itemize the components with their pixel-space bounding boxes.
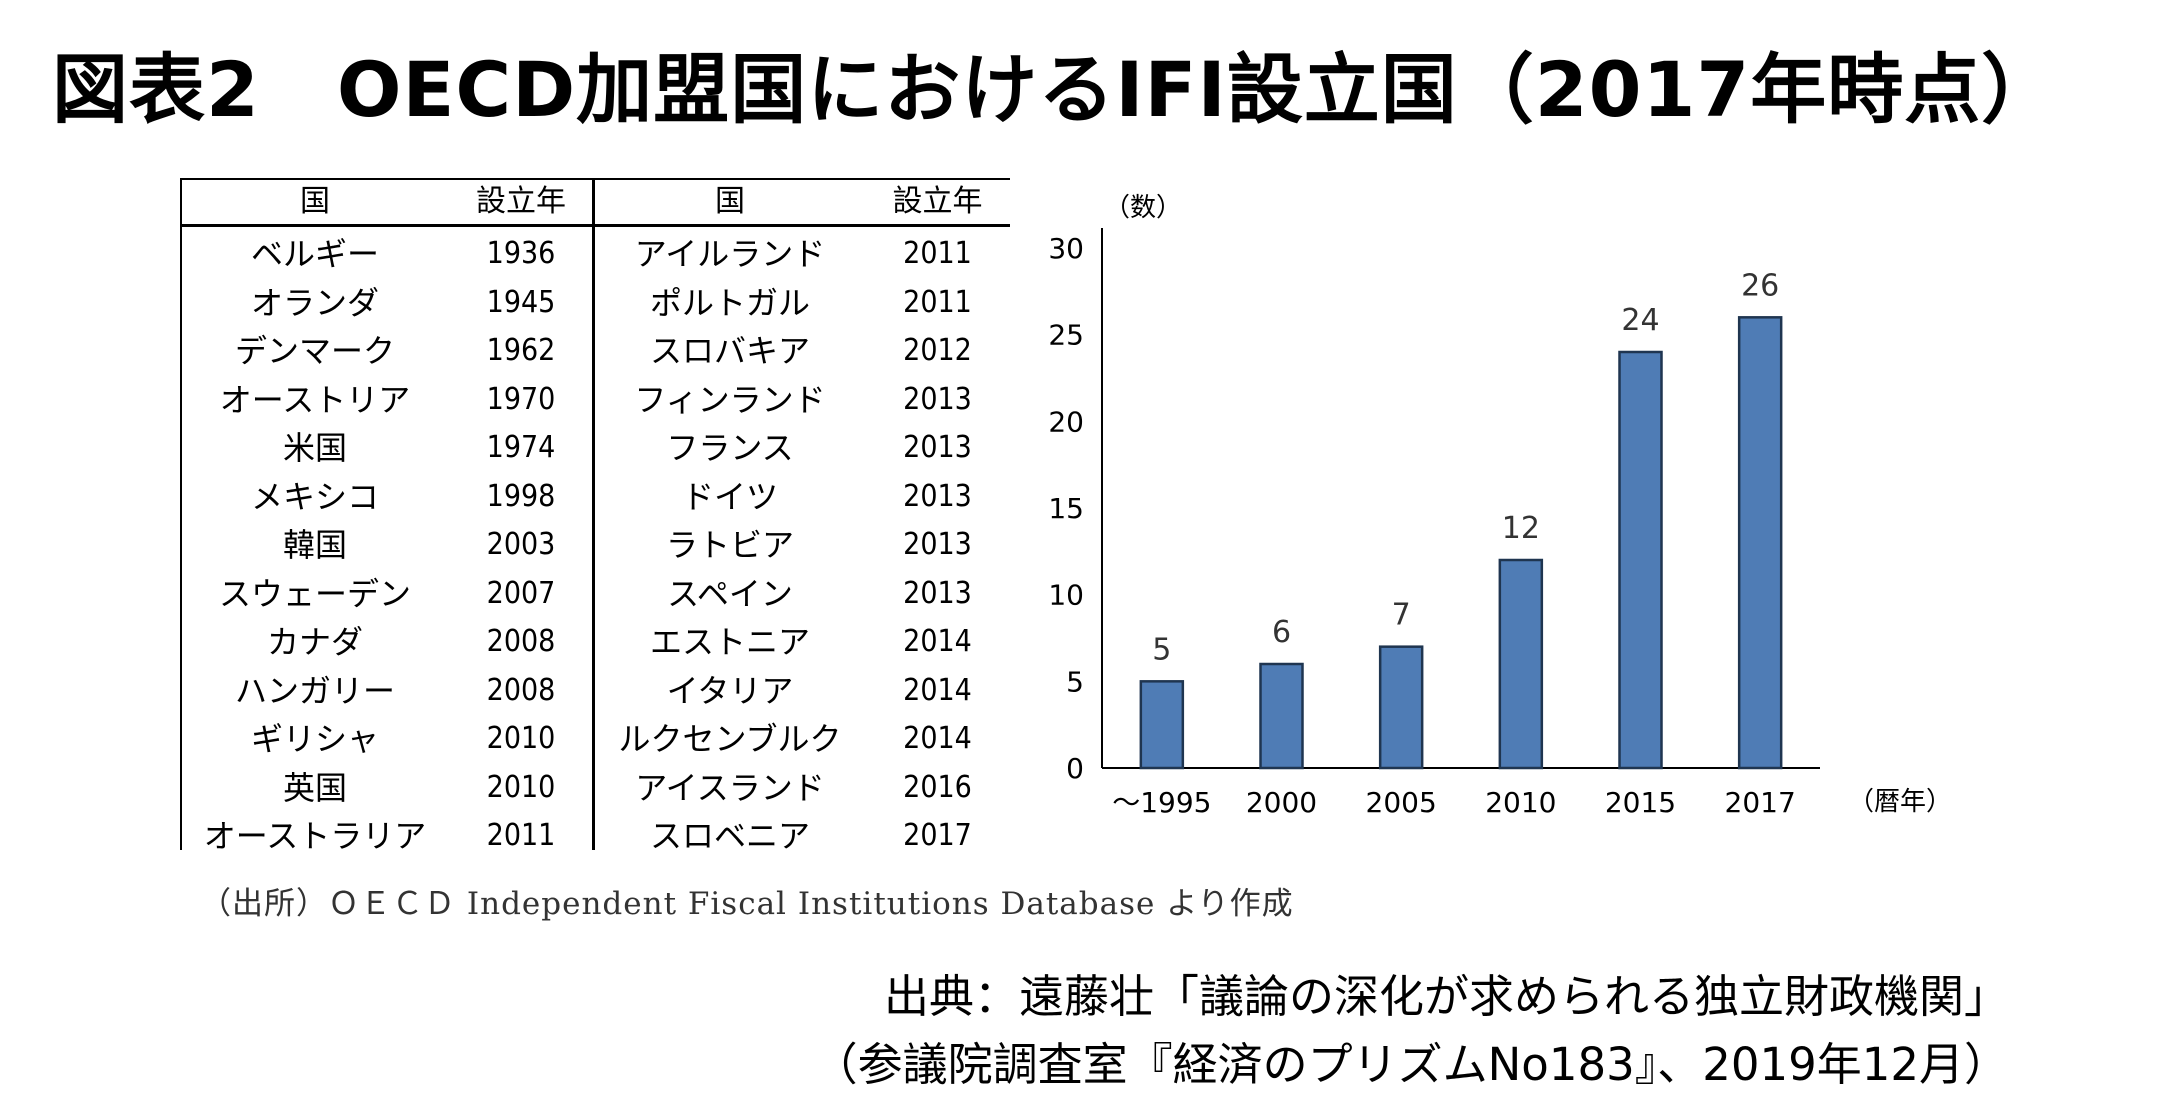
- table-cell-country: ドイツ: [681, 477, 778, 516]
- table-cell-country: フランス: [666, 429, 794, 467]
- table-cell-country: ハンガリー: [234, 671, 395, 710]
- table-cell-country: アイスランド: [635, 768, 825, 807]
- table-cell-year: 2011: [486, 818, 556, 853]
- bar-data-label: 12: [1502, 511, 1540, 546]
- table-cell-country: ポルトガル: [649, 283, 810, 322]
- table-cell-year: 1962: [486, 333, 556, 368]
- table-cell-year: 2014: [903, 672, 972, 708]
- ifi-table: 国 設立年 国 設立年 ベルギー 1936 オランダ 1945 デンマーク 1962 オース…: [180, 178, 1010, 855]
- y-tick-label: 20: [1048, 405, 1084, 438]
- table-top-rule: [180, 178, 1010, 180]
- page-title: 図表2 OECD加盟国におけるIFI設立国（2017年時点）: [52, 45, 2059, 134]
- bar-data-label: 5: [1152, 632, 1171, 667]
- table-cell-year: 2003: [486, 527, 556, 562]
- table-cell-year: 2010: [486, 721, 556, 756]
- table-cell-year: 1945: [486, 284, 556, 320]
- x-tick-label: 2005: [1366, 786, 1437, 819]
- y-tick-label: 30: [1048, 232, 1084, 265]
- table-cell-year: 2013: [903, 527, 972, 562]
- table-cell-country: 英国: [282, 768, 347, 807]
- x-tick-label: 2015: [1605, 786, 1676, 819]
- chart-axes: [1101, 228, 1820, 769]
- table-cell-country: ベルギー: [250, 235, 379, 273]
- table-cell-country: デンマーク: [234, 332, 395, 370]
- table-cell-year: 2016: [903, 769, 972, 805]
- table-cell-year: 2014: [903, 624, 972, 659]
- table-cell-year: 2017: [903, 818, 972, 853]
- table-cell-country: ギリシャ: [250, 720, 379, 758]
- bar-～1995: [1139, 680, 1185, 770]
- table-cell-country: ラトビア: [665, 526, 794, 564]
- table-cell-country: スウェーデン: [218, 574, 411, 613]
- y-axis-label: （数）: [1104, 193, 1182, 223]
- table-left-rule: [180, 178, 182, 850]
- chart-text: 0 5 10 15 20 25 30 （数） 5 ～1995 6 2000 7 2005 12 2010 24 2…: [1048, 193, 1952, 819]
- table-cell-country: メキシコ: [250, 477, 379, 516]
- col-header-country-right: 国: [715, 184, 745, 219]
- table-cell-country: オランダ: [250, 283, 379, 322]
- table-cell-year: 2014: [903, 721, 972, 756]
- table-cell-year: 1970: [486, 381, 556, 417]
- x-tick-label: 2010: [1485, 786, 1556, 819]
- col-header-country-left: 国: [300, 184, 330, 219]
- table-cell-year: 1974: [486, 430, 556, 465]
- table-cell-country: スロバキア: [649, 332, 810, 370]
- table-header-rule: [180, 224, 1010, 227]
- table-mid-rule: [592, 178, 595, 850]
- y-tick-label: 5: [1066, 665, 1084, 698]
- bar-data-label: 26: [1741, 268, 1779, 303]
- x-tick-label: ～1995: [1112, 786, 1211, 819]
- bar-2015: [1618, 350, 1663, 770]
- x-axis-label: （暦年）: [1848, 787, 1952, 817]
- bar-2005: [1378, 645, 1424, 770]
- citation-line-1: 出典：遠藤壮「議論の深化が求められる独立財政機関」: [883, 970, 2009, 1023]
- table-source-note: （出所）ＯＥＣＤ Independent Fiscal Institutions…: [200, 886, 1294, 922]
- bar-chart: 0 5 10 15 20 25 30 （数） 5 ～1995 6 2000 7 2005 12 2010 24 2…: [1048, 193, 1952, 819]
- table-cell-country: イタリア: [666, 671, 794, 710]
- table-cell-country: カナダ: [266, 623, 363, 661]
- y-tick-label: 25: [1048, 319, 1084, 352]
- table-cell-country: アイルランド: [634, 235, 826, 273]
- table-cell-country: スペイン: [667, 574, 793, 613]
- table-cell-year: 2010: [486, 769, 556, 805]
- table-cell-year: 2011: [903, 236, 972, 271]
- bar-data-label: 24: [1621, 303, 1659, 338]
- citation-line-2: （参議院調査室『経済のプリズムNo183』、2019年12月）: [812, 1038, 2009, 1091]
- table-cell-year: 2013: [903, 478, 972, 514]
- table-cell-year: 2011: [903, 284, 972, 320]
- bar-data-label: 6: [1272, 615, 1291, 650]
- table-cell-year: 2008: [486, 624, 556, 659]
- y-tick-label: 0: [1066, 752, 1084, 785]
- table-cell-year: 2013: [903, 381, 972, 417]
- table-cell-year: 2008: [486, 672, 556, 708]
- table-cell-country: 米国: [282, 429, 347, 467]
- table-cell-country: 韓国: [282, 526, 347, 564]
- y-tick-label: 15: [1048, 492, 1084, 525]
- bar-data-label: 7: [1392, 598, 1411, 633]
- y-tick-label: 10: [1048, 579, 1084, 612]
- x-tick-label: 2017: [1725, 786, 1796, 819]
- table-cell-country: フィンランド: [634, 380, 826, 419]
- x-tick-label: 2000: [1246, 786, 1317, 819]
- table-cell-country: スロベニア: [649, 817, 810, 855]
- bar-2010: [1498, 558, 1544, 770]
- bar-2017: [1737, 316, 1783, 770]
- table-cell-year: 2013: [903, 575, 972, 611]
- col-header-year-left: 設立年: [476, 184, 566, 219]
- table-cell-country: オーストラリア: [203, 817, 427, 855]
- table-cell-year: 1936: [486, 236, 556, 271]
- chart-bars: [1139, 316, 1783, 770]
- table-cell-country: ルクセンブルク: [618, 720, 842, 758]
- table-cell-year: 2012: [903, 333, 972, 368]
- col-header-year-right: 設立年: [892, 184, 983, 219]
- table-cell-year: 1998: [486, 478, 556, 514]
- table-cell-year: 2013: [903, 430, 972, 465]
- table-cell-year: 2007: [486, 575, 556, 611]
- table-cell-country: オーストリア: [219, 380, 411, 419]
- bar-2000: [1259, 662, 1304, 770]
- table-cell-country: エストニア: [649, 623, 810, 661]
